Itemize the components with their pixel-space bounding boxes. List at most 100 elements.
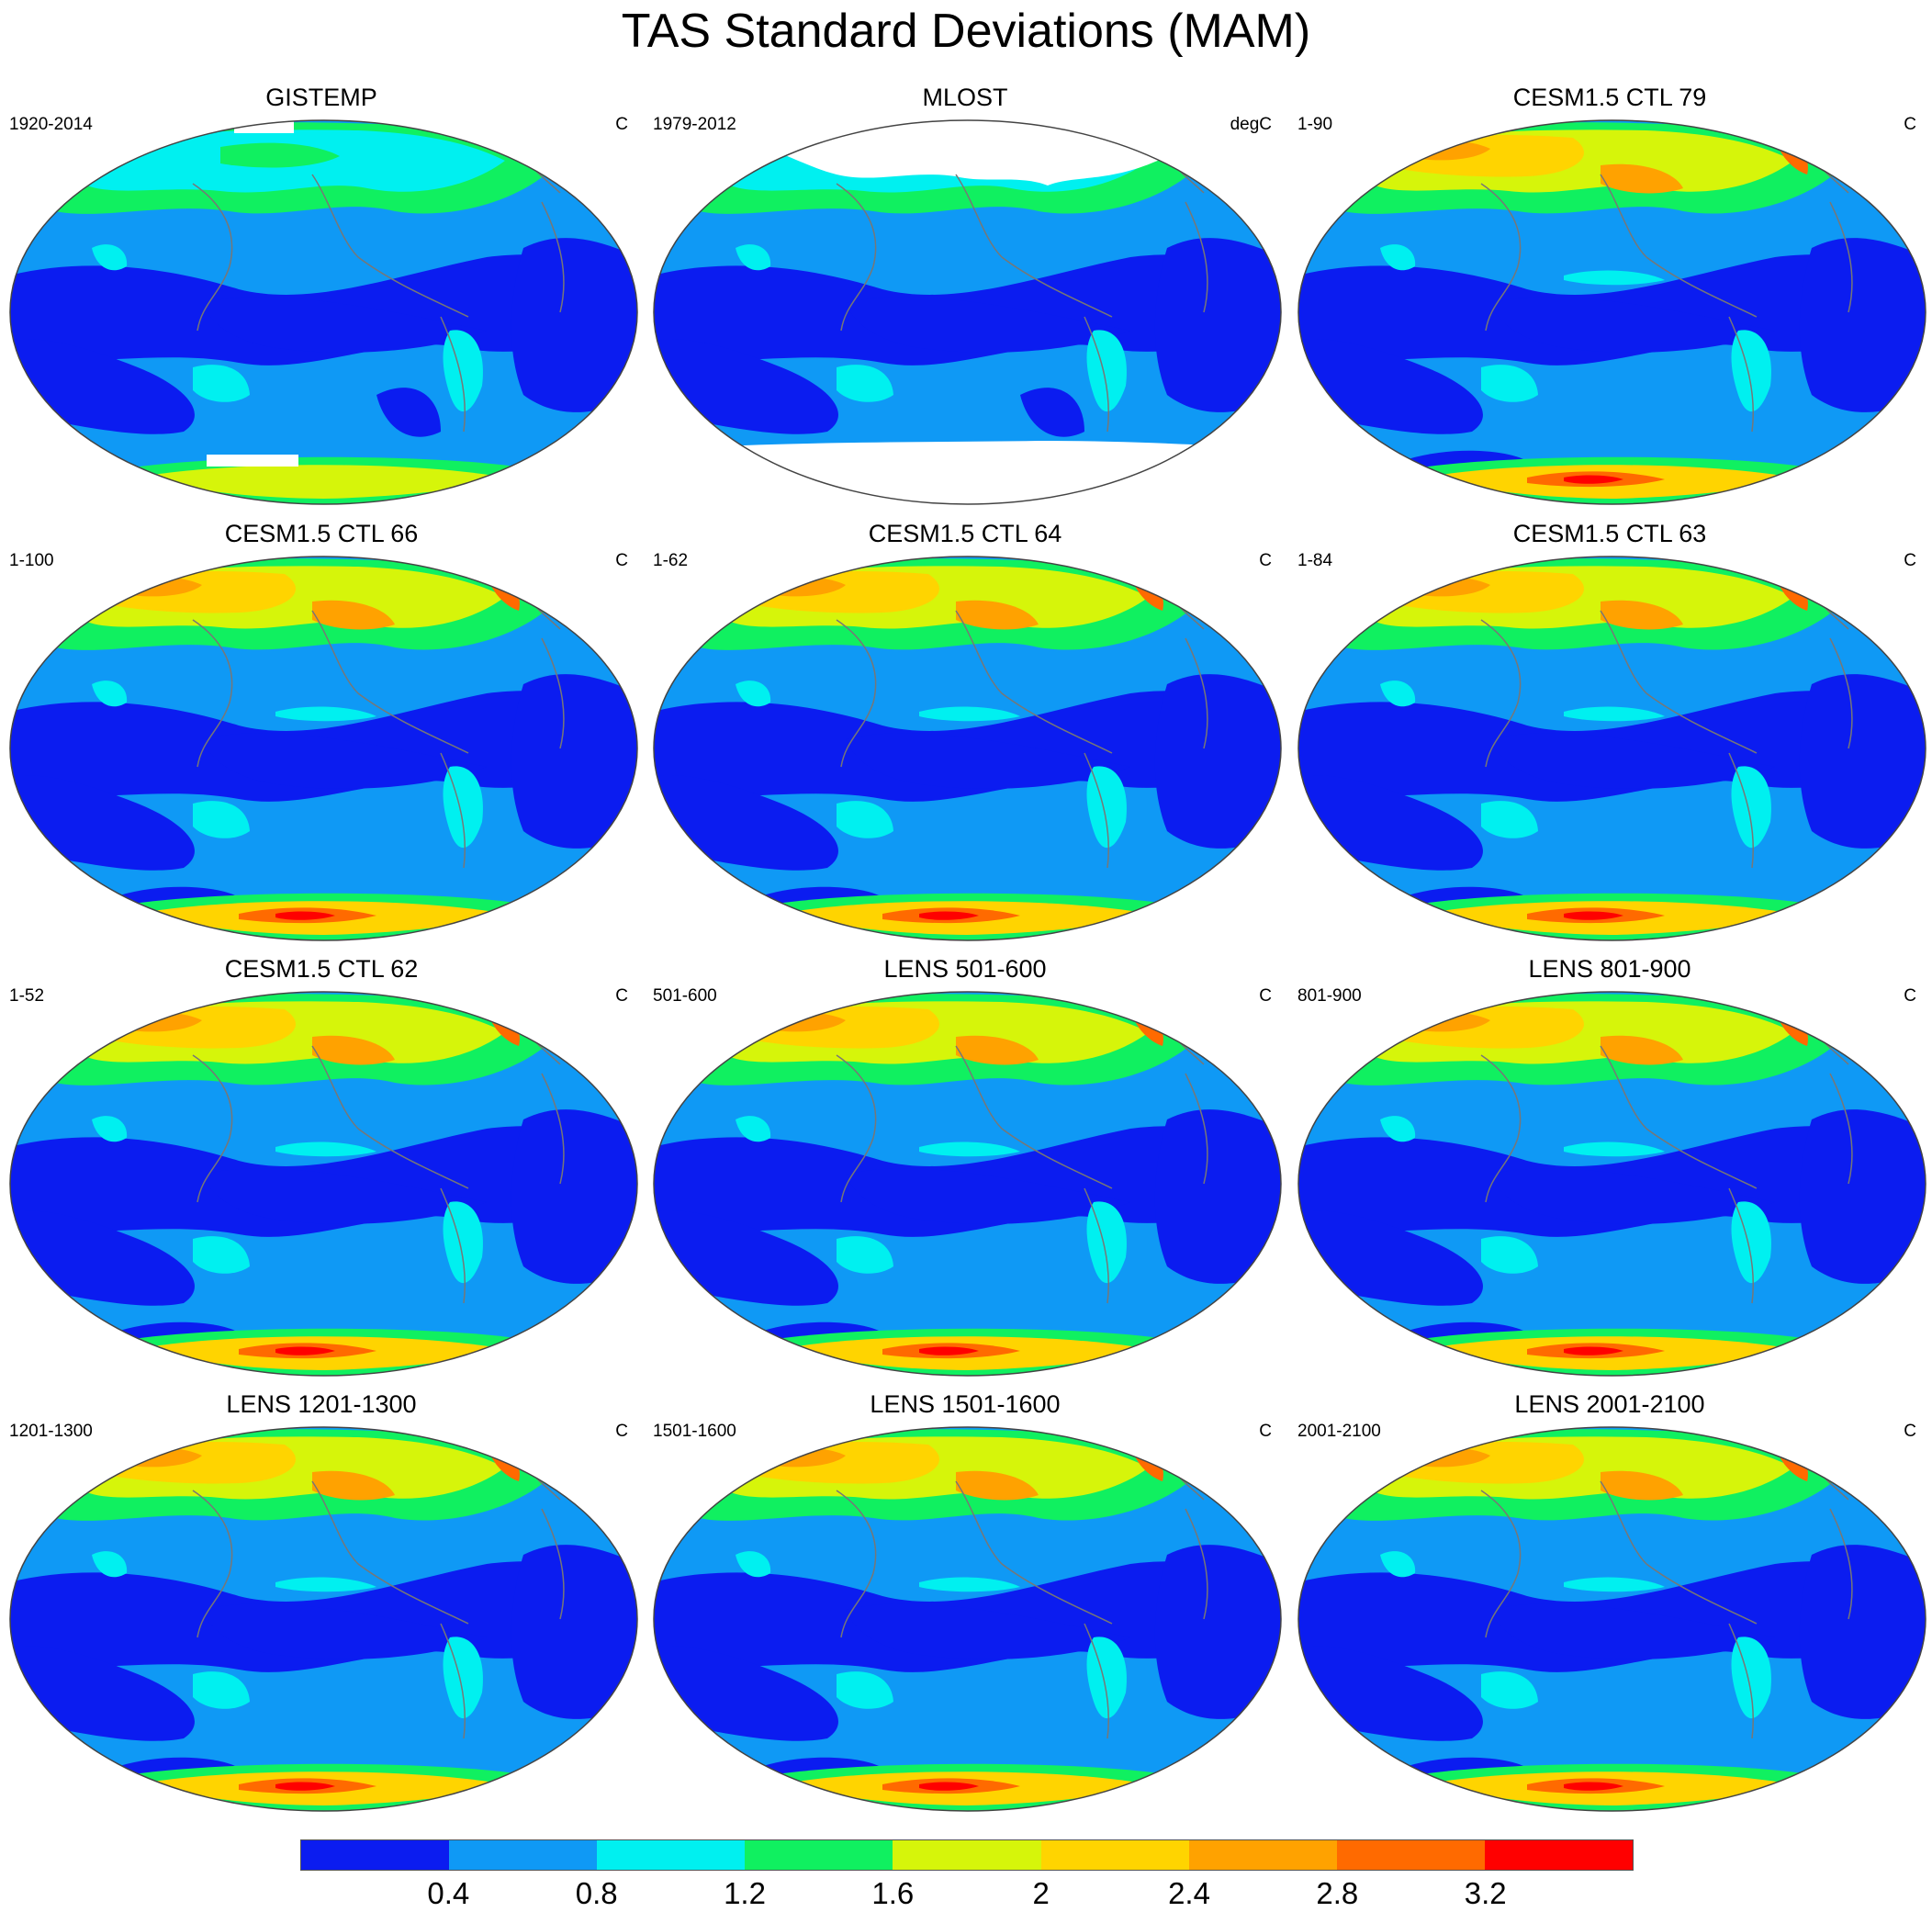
map-border: [1297, 1426, 1926, 1812]
robinson-map: [1297, 1426, 1926, 1812]
colorbar-box: [1188, 1840, 1337, 1870]
map-border: [653, 556, 1282, 941]
panel-units-label: C: [615, 1422, 628, 1441]
indian-ocean-band: [1298, 1646, 1483, 1741]
atlantic-band: [1154, 1109, 1281, 1284]
robinson-map: [1297, 556, 1926, 941]
pacific-cyan-patch: [275, 706, 376, 722]
south-pacific-patch: [376, 388, 441, 437]
panel-title: CESM1.5 CTL 64: [868, 520, 1062, 547]
indian-ocean-band: [10, 775, 195, 871]
australia: [837, 365, 893, 402]
south-america: [443, 1201, 483, 1284]
map-panel: CESM1.5 CTL 66 1-100 C: [0, 519, 643, 950]
pacific-cyan-patch: [919, 706, 1020, 722]
map-border: [653, 119, 1282, 505]
coastlines: [192, 1462, 565, 1739]
colorbar-box: [1040, 1840, 1189, 1870]
coastlines: [836, 591, 1208, 869]
figure-title: TAS Standard Deviations (MAM): [621, 5, 1311, 58]
missing-data-north: [763, 120, 1167, 186]
pacific-cyan-patch: [275, 1142, 376, 1157]
siberia-core: [92, 571, 296, 613]
map-panel: GISTEMP 1920-2014 C: [0, 83, 643, 514]
pacific-tongue: [1490, 1603, 1775, 1659]
antarctica-peak: [1564, 1346, 1623, 1355]
panel-title: LENS 801-900: [1528, 955, 1691, 983]
antarctica-peak: [919, 1782, 979, 1791]
robinson-map: [9, 991, 638, 1377]
panel-units-label: C: [1904, 551, 1916, 570]
pacific-tongue: [846, 733, 1130, 789]
map-border: [9, 556, 638, 941]
south-asia: [92, 680, 128, 707]
indian-ocean-band: [10, 1646, 195, 1741]
australia: [837, 1236, 893, 1274]
antarctica-peak: [1564, 911, 1623, 920]
south-asia: [1380, 1116, 1416, 1142]
pacific-tongue: [1490, 733, 1775, 789]
pacific-tongue: [846, 1603, 1130, 1659]
pacific-cyan-patch: [275, 1577, 376, 1592]
atlantic-band: [511, 238, 637, 412]
south-asia: [736, 244, 771, 271]
siberia-core: [736, 1007, 939, 1049]
atlantic-band: [1799, 674, 1926, 849]
pacific-cyan-patch: [1564, 1577, 1665, 1592]
pacific-tongue: [202, 733, 487, 789]
colorbar-tick-label: 1.2: [724, 1876, 766, 1910]
south-america: [443, 330, 483, 412]
colorbar-tick-label: 2.4: [1168, 1876, 1210, 1910]
robinson-map: [653, 556, 1282, 941]
pacific-tongue: [1490, 297, 1775, 353]
indian-ocean-band: [10, 339, 195, 434]
map-panel: LENS 501-600 501-600 C: [644, 954, 1286, 1386]
robinson-map: [9, 556, 638, 941]
south-america: [1086, 1636, 1127, 1719]
south-america: [443, 1636, 483, 1719]
pacific-tongue: [202, 1168, 487, 1224]
panel-title: LENS 1501-1600: [870, 1390, 1061, 1418]
south-america: [1731, 330, 1771, 412]
pacific-tongue: [1490, 1168, 1775, 1224]
south-asia: [736, 1116, 771, 1142]
missing-data-south: [654, 441, 1281, 504]
south-asia: [736, 1551, 771, 1578]
map-panel: LENS 1201-1300 1201-1300 C: [0, 1389, 643, 1821]
pacific-cyan-patch: [919, 1577, 1020, 1592]
map-panel: LENS 801-900 801-900 C: [1288, 954, 1931, 1386]
map-panel: CESM1.5 CTL 62 1-52 C: [0, 954, 643, 1386]
panel-units-label: degC: [1230, 115, 1272, 134]
colorbar-box: [301, 1840, 450, 1870]
south-asia: [92, 244, 128, 271]
atlantic-band: [1799, 1545, 1926, 1719]
panel-units-label: C: [615, 986, 628, 1006]
north-america-core: [312, 600, 395, 630]
pacific-cyan-patch: [1564, 270, 1665, 286]
antarctica-peak: [1564, 475, 1623, 484]
atlantic-band: [1799, 1109, 1926, 1284]
panel-title: LENS 1201-1300: [226, 1390, 417, 1418]
map-panel: CESM1.5 CTL 64 1-62 C: [644, 519, 1286, 950]
robinson-map: [1297, 991, 1926, 1377]
map-border: [1297, 991, 1926, 1377]
pacific-tongue: [846, 1168, 1130, 1224]
atlantic-band: [511, 1109, 637, 1284]
panel-period-label: 1201-1300: [9, 1422, 93, 1441]
colorbar-tick-label: 0.8: [575, 1876, 618, 1910]
pacific-tongue: [202, 297, 487, 353]
siberia-core: [92, 1442, 296, 1484]
map-panel: MLOST 1979-2012 degC: [644, 83, 1286, 514]
panel-period-label: 2001-2100: [1297, 1422, 1381, 1441]
missing-data-south: [207, 455, 298, 467]
indian-ocean-band: [10, 1210, 195, 1306]
colorbar: [300, 1839, 1634, 1871]
siberia-core: [92, 1007, 296, 1049]
siberia-core: [1380, 135, 1584, 177]
australia: [193, 1671, 250, 1709]
coastlines: [1480, 591, 1853, 869]
south-asia: [92, 1551, 128, 1578]
australia: [193, 801, 250, 838]
panel-period-label: 1-52: [9, 986, 45, 1006]
robinson-map: [9, 1426, 638, 1812]
